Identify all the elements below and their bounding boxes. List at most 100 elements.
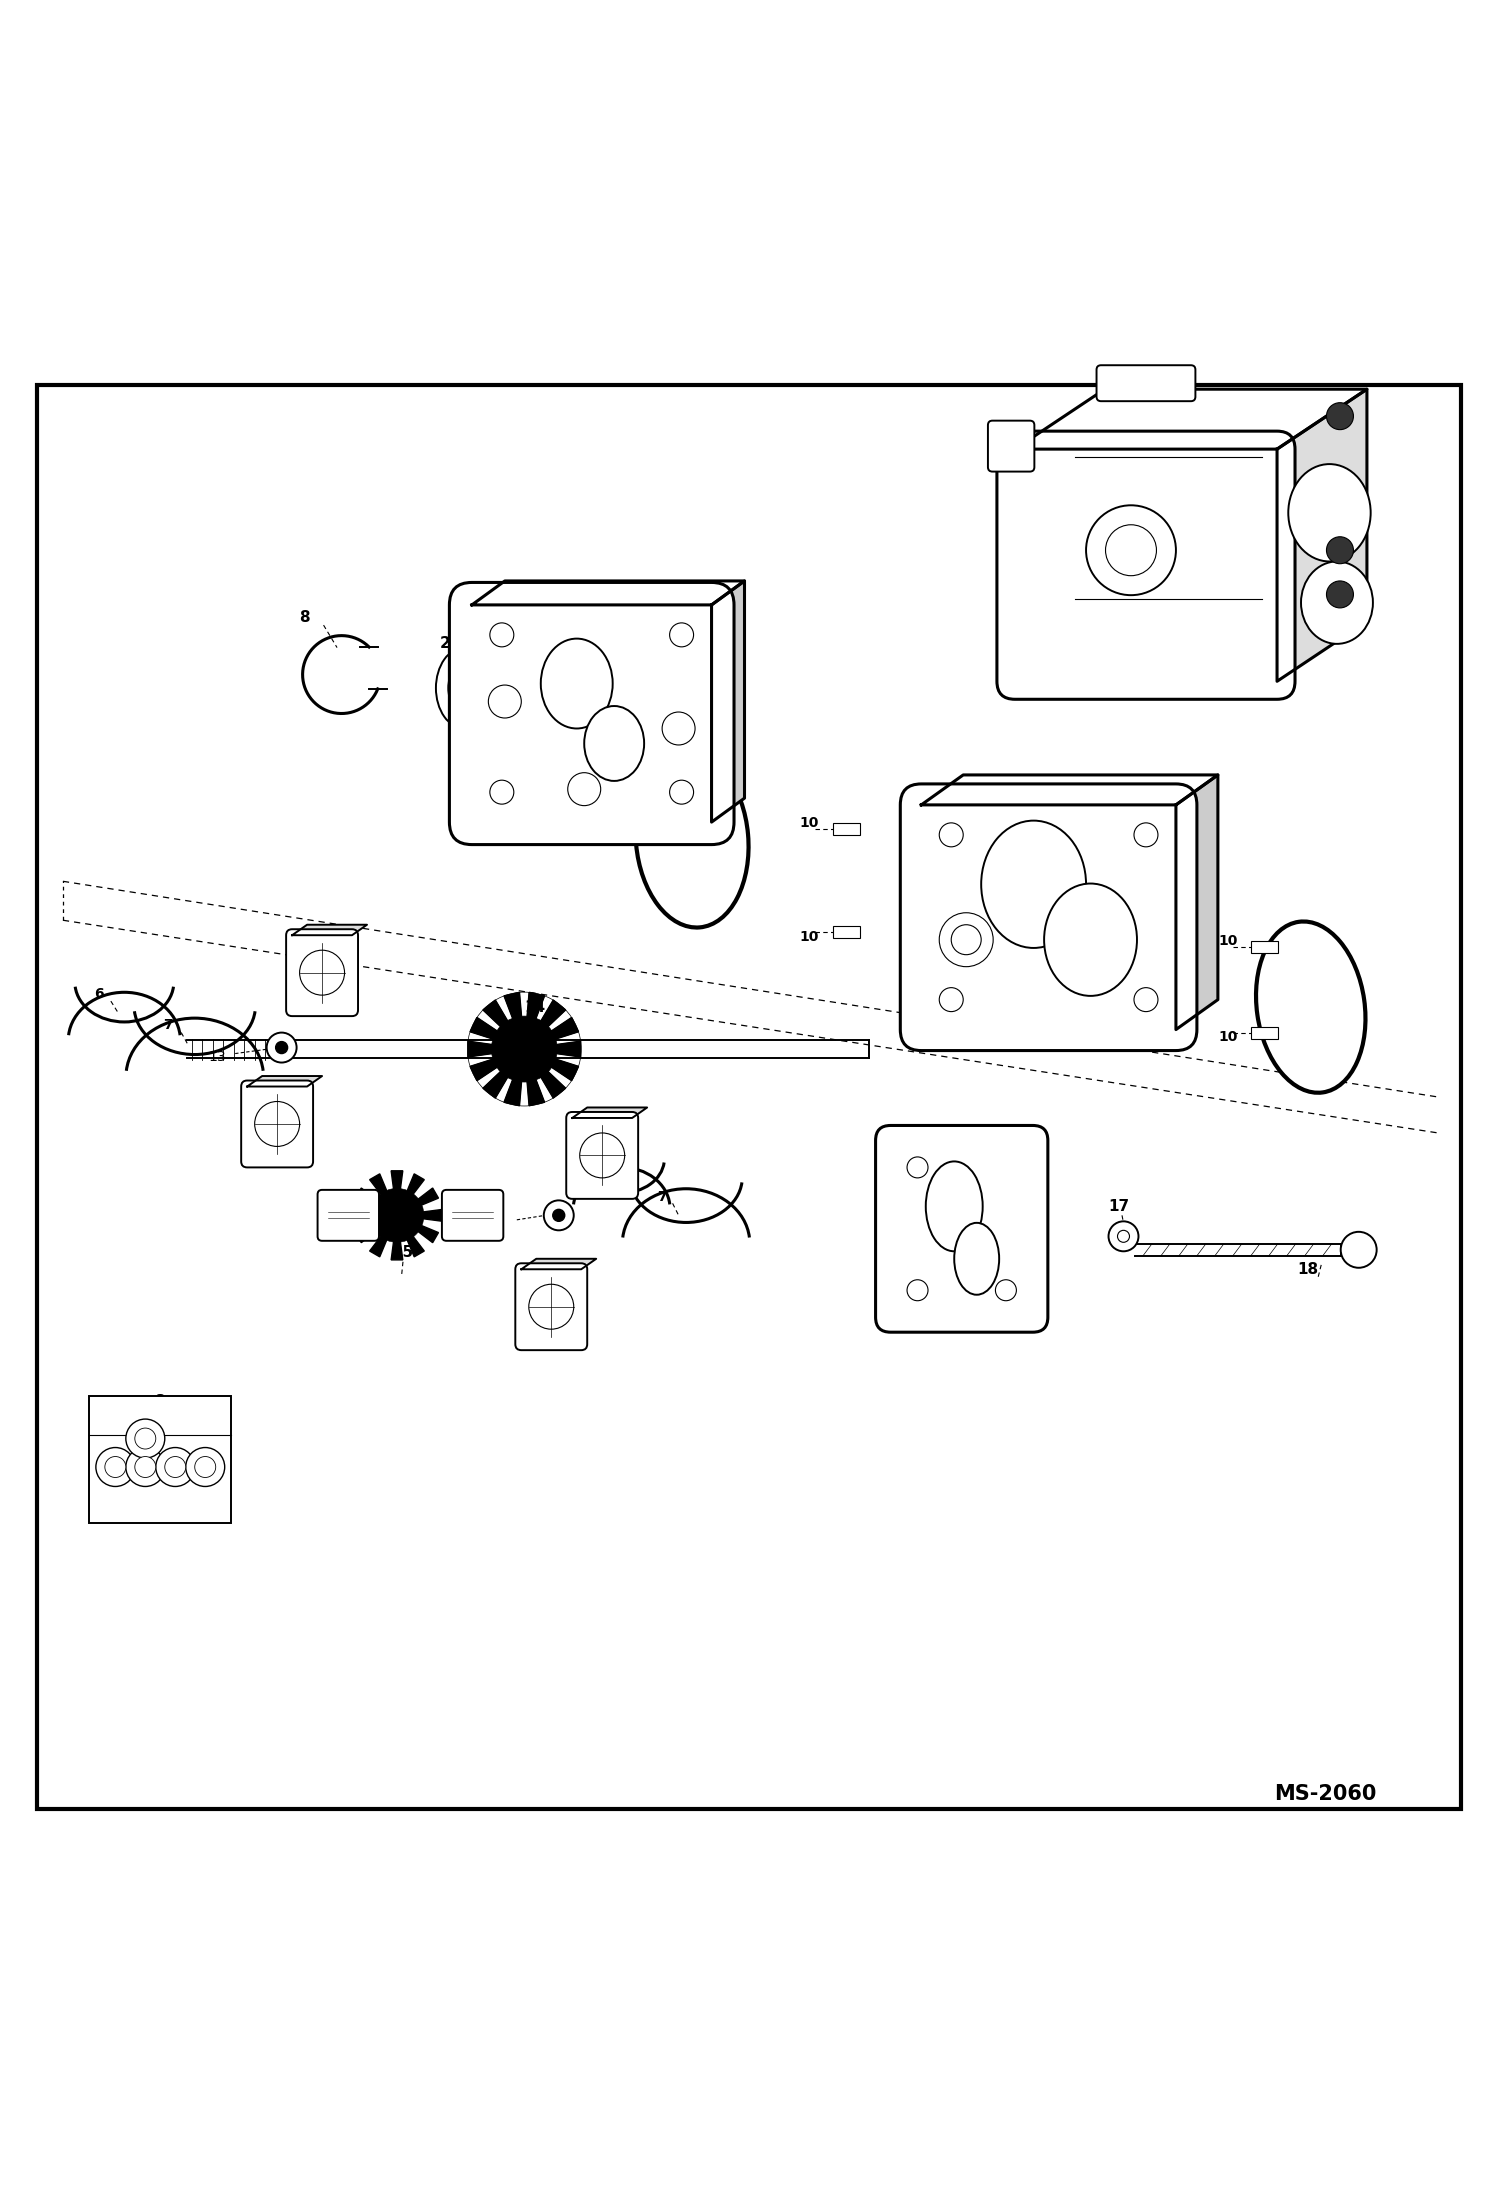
FancyBboxPatch shape — [318, 1189, 379, 1242]
Circle shape — [1327, 538, 1354, 564]
Text: 7: 7 — [163, 1018, 172, 1031]
Polygon shape — [541, 1071, 566, 1097]
Text: 13: 13 — [208, 1049, 226, 1064]
Ellipse shape — [981, 821, 1086, 948]
Polygon shape — [1016, 388, 1368, 450]
Text: 10: 10 — [1219, 935, 1237, 948]
Circle shape — [1327, 404, 1354, 430]
Circle shape — [267, 1033, 297, 1062]
Bar — [90, 1395, 231, 1523]
FancyBboxPatch shape — [989, 421, 1034, 472]
Bar — [1251, 941, 1278, 952]
Circle shape — [995, 1279, 1016, 1301]
Ellipse shape — [584, 706, 644, 781]
Text: SEAL KIT: SEAL KIT — [138, 1411, 183, 1420]
Circle shape — [662, 713, 695, 746]
Circle shape — [96, 1448, 135, 1488]
Text: 10: 10 — [800, 930, 818, 943]
Circle shape — [939, 987, 963, 1011]
Polygon shape — [557, 1042, 581, 1058]
FancyBboxPatch shape — [442, 1189, 503, 1242]
Circle shape — [370, 1189, 424, 1242]
Polygon shape — [470, 1018, 497, 1040]
Circle shape — [1086, 505, 1176, 595]
Polygon shape — [391, 1242, 403, 1259]
FancyBboxPatch shape — [566, 1112, 638, 1198]
Circle shape — [165, 1457, 186, 1477]
Polygon shape — [503, 1079, 521, 1106]
Ellipse shape — [541, 638, 613, 728]
Polygon shape — [470, 1060, 497, 1082]
Circle shape — [490, 623, 514, 647]
Polygon shape — [521, 1259, 596, 1270]
FancyBboxPatch shape — [998, 432, 1294, 700]
Text: MS-2060: MS-2060 — [1275, 1784, 1377, 1803]
Polygon shape — [467, 1042, 491, 1058]
Polygon shape — [355, 1187, 376, 1205]
Text: 6: 6 — [94, 987, 103, 1000]
Polygon shape — [1276, 388, 1368, 682]
Circle shape — [951, 924, 981, 954]
Polygon shape — [527, 1079, 545, 1106]
Polygon shape — [572, 1108, 647, 1119]
Circle shape — [300, 950, 345, 996]
Text: 9: 9 — [611, 606, 623, 621]
Circle shape — [939, 823, 963, 847]
Ellipse shape — [448, 663, 481, 713]
Polygon shape — [1176, 774, 1218, 1029]
FancyBboxPatch shape — [1097, 364, 1195, 402]
Polygon shape — [247, 1075, 322, 1086]
Circle shape — [490, 781, 514, 805]
Text: 12: 12 — [538, 1330, 556, 1343]
Polygon shape — [391, 1172, 403, 1189]
Ellipse shape — [635, 750, 749, 928]
Ellipse shape — [1255, 921, 1366, 1093]
Circle shape — [908, 1156, 929, 1178]
Circle shape — [126, 1420, 165, 1459]
Circle shape — [939, 913, 993, 968]
Circle shape — [1109, 1222, 1138, 1251]
Circle shape — [186, 1448, 225, 1488]
Ellipse shape — [1300, 562, 1374, 643]
FancyBboxPatch shape — [875, 1126, 1049, 1332]
Polygon shape — [424, 1209, 442, 1222]
Circle shape — [488, 685, 521, 717]
Circle shape — [156, 1448, 195, 1488]
Polygon shape — [407, 1174, 424, 1194]
Polygon shape — [482, 1000, 508, 1027]
FancyBboxPatch shape — [515, 1264, 587, 1349]
Text: 15: 15 — [392, 1246, 413, 1259]
Text: 18: 18 — [1297, 1262, 1318, 1277]
Circle shape — [195, 1457, 216, 1477]
Circle shape — [580, 1132, 625, 1178]
Polygon shape — [551, 1060, 578, 1082]
Text: 2: 2 — [439, 636, 451, 652]
Bar — [833, 926, 860, 939]
Ellipse shape — [1288, 465, 1371, 562]
Polygon shape — [370, 1237, 386, 1257]
FancyBboxPatch shape — [449, 581, 734, 845]
Polygon shape — [712, 581, 745, 823]
Polygon shape — [472, 581, 745, 606]
Text: 10: 10 — [1219, 1029, 1237, 1044]
Ellipse shape — [926, 1161, 983, 1251]
Circle shape — [105, 1457, 126, 1477]
Polygon shape — [541, 1000, 566, 1027]
Circle shape — [135, 1428, 156, 1448]
Polygon shape — [921, 774, 1218, 805]
Circle shape — [529, 1283, 574, 1330]
FancyBboxPatch shape — [241, 1079, 313, 1167]
Ellipse shape — [954, 1222, 999, 1294]
Circle shape — [544, 1200, 574, 1231]
Bar — [833, 823, 860, 836]
Text: 7: 7 — [658, 1191, 667, 1205]
Polygon shape — [527, 992, 545, 1018]
Circle shape — [1118, 1231, 1129, 1242]
Text: 3: 3 — [156, 1393, 165, 1406]
Circle shape — [908, 1279, 929, 1301]
Polygon shape — [355, 1226, 376, 1242]
Polygon shape — [352, 1209, 370, 1222]
Text: 5: 5 — [1336, 970, 1348, 985]
Circle shape — [568, 772, 601, 805]
Text: 6: 6 — [592, 1163, 601, 1176]
